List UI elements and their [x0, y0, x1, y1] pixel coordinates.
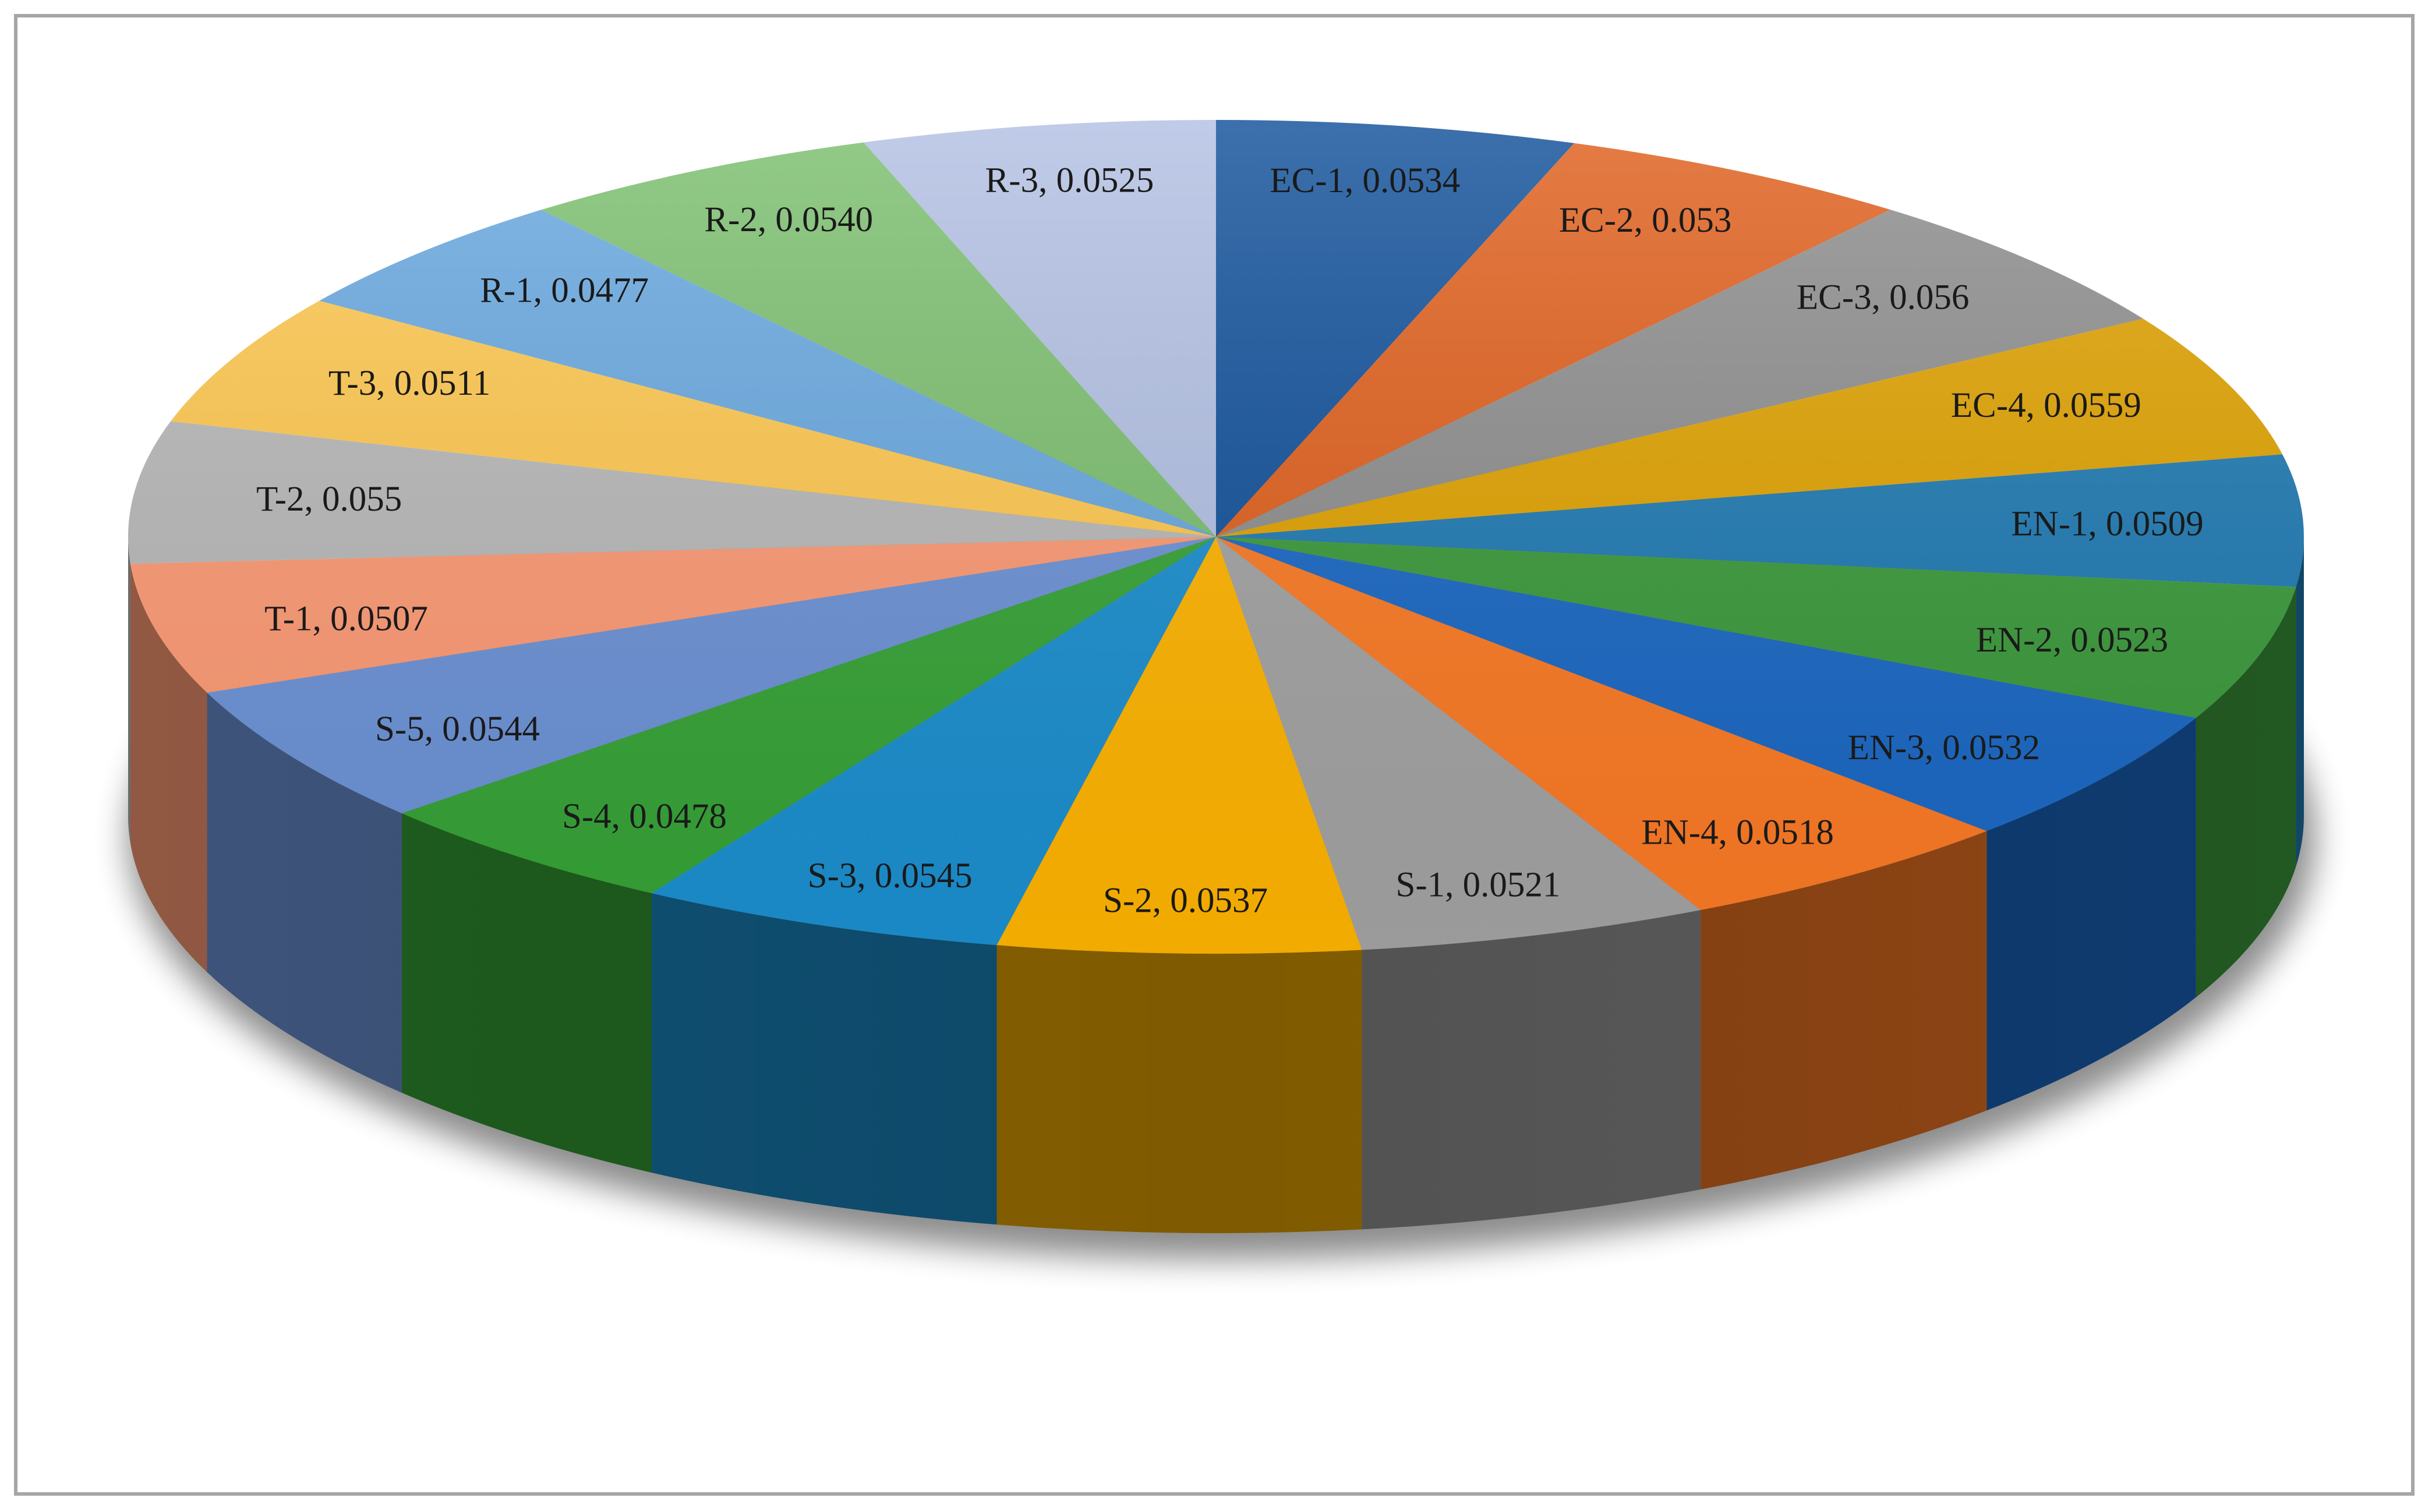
pie-top-sheen: [128, 120, 2304, 954]
pie-side-shading: [128, 537, 2304, 1233]
data-label-s-5: S-5, 0.0544: [375, 710, 540, 749]
data-label-ec-1: EC-1, 0.0534: [1270, 161, 1460, 200]
data-label-en-3: EN-3, 0.0532: [1848, 728, 2040, 767]
data-label-r-1: R-1, 0.0477: [480, 271, 649, 310]
data-label-t-3: T-3, 0.0511: [328, 364, 490, 403]
data-label-en-2: EN-2, 0.0523: [1976, 621, 2168, 660]
data-label-en-1: EN-1, 0.0509: [2011, 505, 2203, 544]
data-label-ec-4: EC-4, 0.0559: [1951, 386, 2141, 425]
data-label-ec-2: EC-2, 0.053: [1559, 201, 1732, 240]
data-label-s-1: S-1, 0.0521: [1395, 865, 1560, 904]
data-label-t-2: T-2, 0.055: [256, 480, 402, 519]
data-label-r-3: R-3, 0.0525: [985, 161, 1154, 200]
data-label-t-1: T-1, 0.0507: [264, 599, 428, 638]
data-label-s-3: S-3, 0.0545: [808, 856, 973, 895]
data-label-ec-3: EC-3, 0.056: [1797, 278, 1970, 317]
data-label-en-4: EN-4, 0.0518: [1641, 813, 1833, 852]
data-label-r-2: R-2, 0.0540: [704, 200, 873, 239]
data-label-s-4: S-4, 0.0478: [562, 797, 727, 836]
data-label-s-2: S-2, 0.0537: [1103, 881, 1268, 920]
